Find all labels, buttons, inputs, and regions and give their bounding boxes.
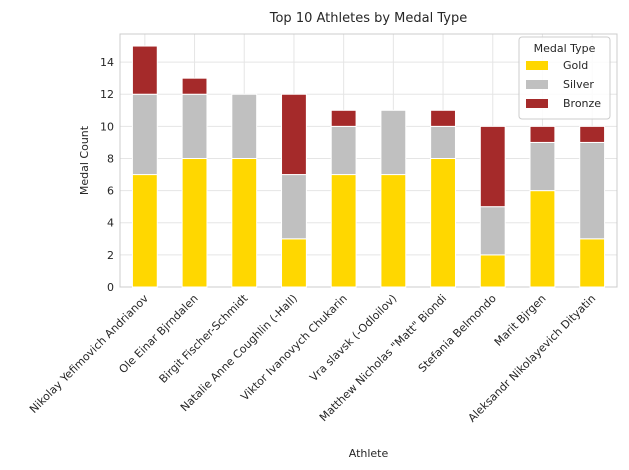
bar-bronze	[530, 126, 555, 142]
bar-gold	[182, 158, 207, 287]
chart-title: Top 10 Athletes by Medal Type	[269, 11, 467, 26]
legend-label-bronze: Bronze	[563, 97, 601, 110]
bar-silver	[431, 126, 456, 158]
bar-silver	[381, 110, 406, 174]
bar-gold	[381, 175, 406, 287]
y-tick-label: 0	[107, 281, 114, 294]
bar-bronze	[480, 126, 505, 206]
bar-gold	[232, 158, 257, 287]
y-tick-label: 4	[107, 217, 114, 230]
y-tick-label: 14	[100, 56, 114, 69]
bar-silver	[182, 94, 207, 158]
bar-bronze	[132, 46, 157, 94]
bar-silver	[530, 142, 555, 190]
bar-bronze	[182, 78, 207, 94]
bar-silver	[331, 126, 356, 174]
bar-gold	[282, 239, 307, 287]
bar-bronze	[580, 126, 605, 142]
y-tick-label: 10	[100, 120, 114, 133]
legend-label-silver: Silver	[563, 78, 594, 91]
bar-silver	[132, 94, 157, 174]
y-tick-label: 6	[107, 185, 114, 198]
y-tick-label: 12	[100, 88, 114, 101]
bar-bronze	[431, 110, 456, 126]
bar-gold	[580, 239, 605, 287]
bar-bronze	[331, 110, 356, 126]
bar-gold	[132, 175, 157, 287]
y-axis-title: Medal Count	[78, 125, 91, 195]
bar-silver	[282, 175, 307, 239]
bar-gold	[480, 255, 505, 287]
legend-swatch-gold	[526, 61, 548, 70]
legend: Medal Type Gold Silver Bronze	[519, 37, 610, 119]
bar-silver	[232, 94, 257, 158]
legend-swatch-silver	[526, 80, 548, 89]
bar-gold	[530, 191, 555, 287]
bar-gold	[431, 158, 456, 287]
x-axis-title: Athlete	[349, 447, 389, 460]
bar-bronze	[282, 94, 307, 174]
legend-title: Medal Type	[534, 42, 596, 55]
bar-gold	[331, 175, 356, 287]
legend-label-gold: Gold	[563, 59, 588, 72]
bar-silver	[580, 142, 605, 238]
y-tick-label: 2	[107, 249, 114, 262]
bar-silver	[480, 207, 505, 255]
y-tick-label: 8	[107, 152, 114, 165]
legend-swatch-bronze	[526, 99, 548, 108]
